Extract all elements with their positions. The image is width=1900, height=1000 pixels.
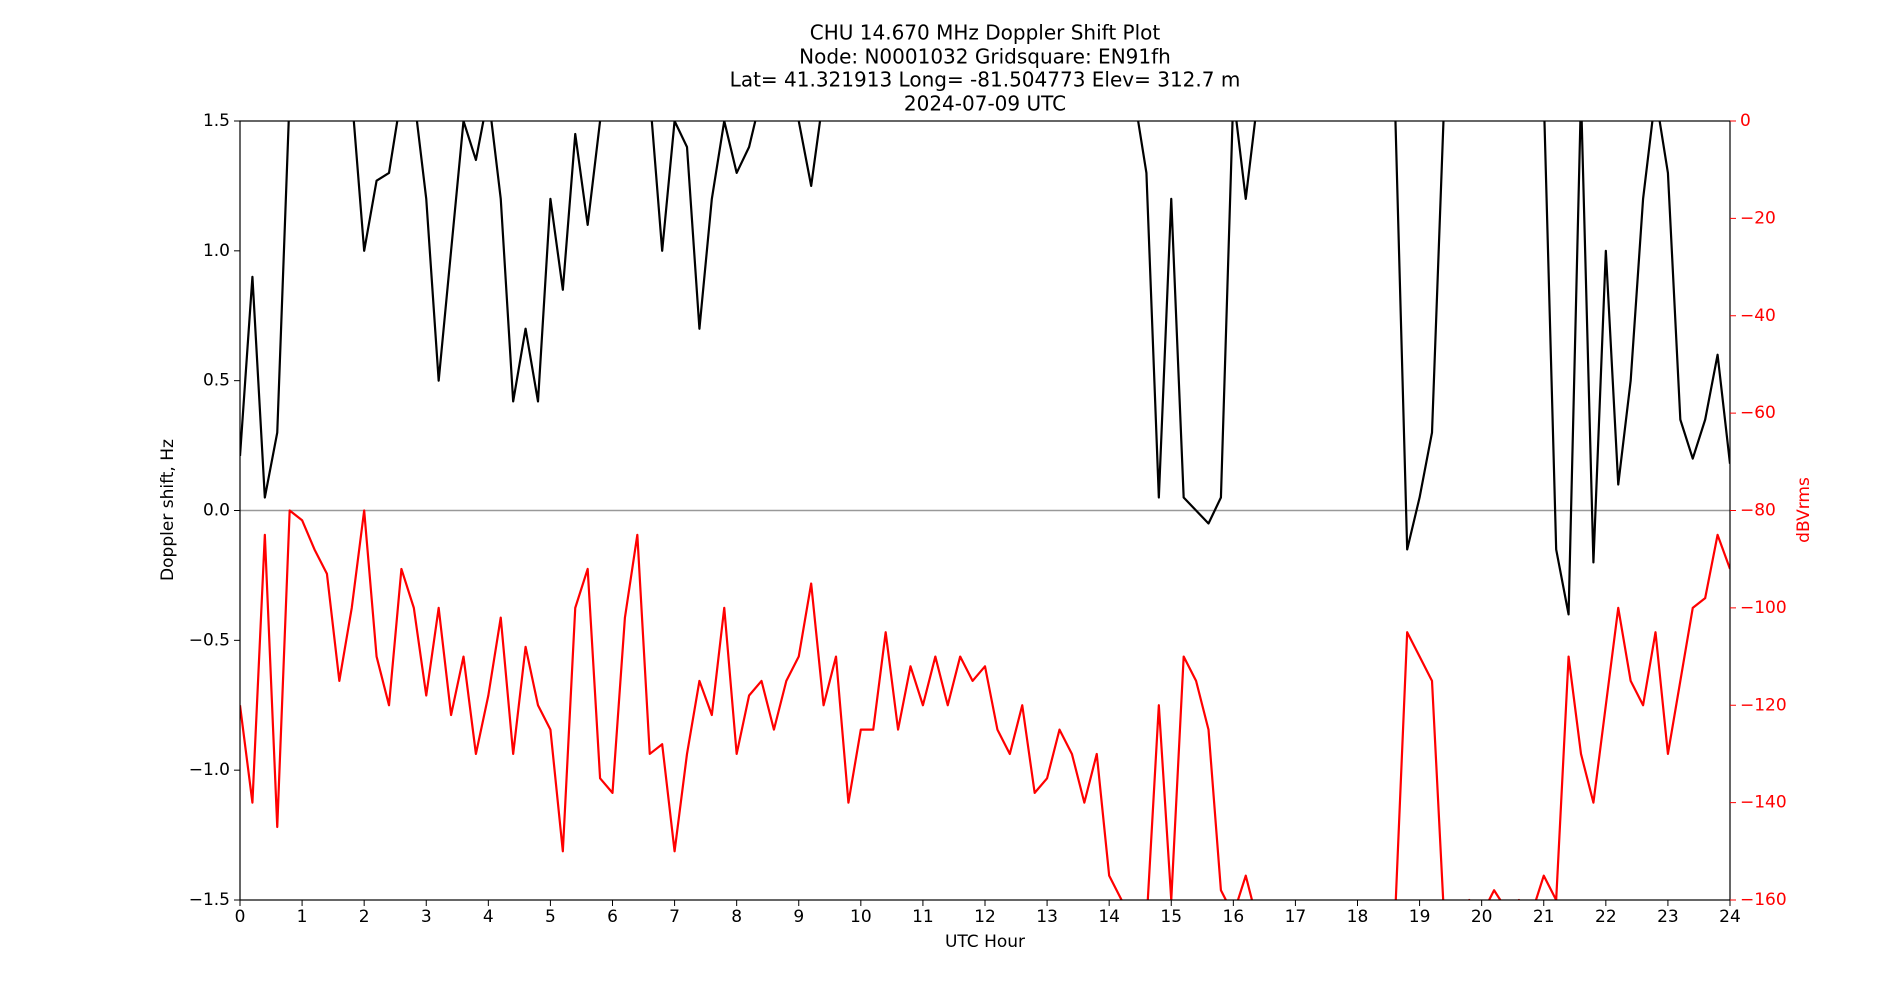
series-line: [240, 121, 1730, 616]
y-tick-label: 1.0: [203, 241, 230, 261]
y2-tick-label: −140: [1740, 793, 1787, 813]
x-tick-label: 10: [850, 907, 872, 927]
chart-subtitle: 2024-07-09 UTC: [904, 92, 1066, 116]
y2-tick-label: −60: [1740, 403, 1776, 423]
x-tick-label: 16: [1223, 907, 1245, 927]
x-tick-label: 23: [1657, 907, 1679, 927]
y-tick-label: −0.5: [189, 630, 230, 650]
x-tick-label: 0: [235, 907, 246, 927]
y2-tick-label: 0: [1740, 111, 1751, 131]
series-line: [240, 509, 1730, 900]
x-tick-label: 14: [1098, 907, 1120, 927]
y-axis-label: Doppler shift, Hz: [158, 439, 178, 581]
chart-title: CHU 14.670 MHz Doppler Shift Plot: [810, 21, 1161, 45]
x-tick-label: 19: [1409, 907, 1431, 927]
x-tick-label: 6: [607, 907, 618, 927]
y2-tick-label: −20: [1740, 208, 1776, 228]
y-tick-label: 0.0: [203, 501, 230, 521]
x-tick-label: 7: [669, 907, 680, 927]
y2-tick-label: −80: [1740, 501, 1776, 521]
chart-subtitle: Lat= 41.321913 Long= -81.504773 Elev= 31…: [730, 68, 1241, 92]
x-tick-label: 18: [1347, 907, 1369, 927]
y2-tick-label: −160: [1740, 890, 1787, 910]
y2-tick-label: −100: [1740, 598, 1787, 618]
plot-area: [240, 121, 1730, 900]
x-tick-label: 3: [421, 907, 432, 927]
x-tick-label: 15: [1160, 907, 1182, 927]
x-tick-label: 17: [1285, 907, 1307, 927]
x-tick-label: 21: [1533, 907, 1555, 927]
y-tick-label: −1.5: [189, 890, 230, 910]
y-tick-label: 0.5: [203, 371, 230, 391]
x-tick-label: 1: [297, 907, 308, 927]
y-tick-label: 1.5: [203, 111, 230, 131]
y2-axis-label: dBVrms: [1794, 477, 1814, 543]
x-tick-label: 9: [793, 907, 804, 927]
y2-tick-label: −120: [1740, 695, 1787, 715]
x-tick-label: 11: [912, 907, 934, 927]
y-tick-label: −1.0: [189, 760, 230, 780]
x-tick-label: 24: [1719, 907, 1741, 927]
y2-tick-label: −40: [1740, 306, 1776, 326]
x-tick-label: 13: [1036, 907, 1058, 927]
x-tick-label: 20: [1471, 907, 1493, 927]
x-tick-label: 12: [974, 907, 996, 927]
x-tick-label: 22: [1595, 907, 1617, 927]
x-tick-label: 5: [545, 907, 556, 927]
x-tick-label: 4: [483, 907, 494, 927]
x-tick-label: 2: [359, 907, 370, 927]
x-tick-label: 8: [731, 907, 742, 927]
chart-subtitle: Node: N0001032 Gridsquare: EN91fh: [799, 45, 1171, 69]
x-axis-label: UTC Hour: [945, 932, 1025, 952]
